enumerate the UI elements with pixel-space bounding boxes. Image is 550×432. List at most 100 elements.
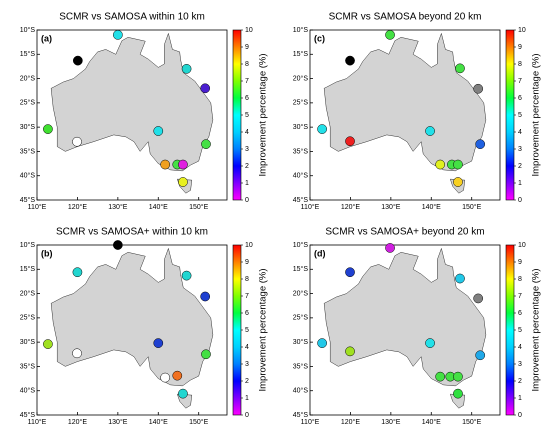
y-tick-label: 20°S: [293, 74, 309, 82]
panel-label: (d): [314, 248, 326, 258]
x-tick-label: 110°E: [301, 418, 320, 426]
station-point: [473, 83, 484, 94]
colorbar-tick-label: 6: [245, 310, 249, 317]
y-tick-label: 45°S: [293, 411, 309, 419]
y-tick-label: 35°S: [293, 147, 309, 155]
colorbar-tick-label: 3: [245, 146, 249, 153]
panel-label: (a): [41, 33, 52, 43]
y-tick-label: 40°S: [20, 387, 36, 395]
colorbar-tick-label: 0: [245, 197, 249, 204]
station-point: [113, 240, 123, 250]
station-point: [425, 338, 435, 348]
colorbar-tick-label: 7: [245, 78, 249, 85]
land: [50, 32, 214, 172]
colorbar-tick-label: 9: [245, 259, 249, 266]
colorbar-tick-label: 1: [245, 180, 249, 187]
y-tick-label: 25°S: [20, 314, 36, 322]
station-point: [425, 126, 435, 136]
station-point: [345, 346, 355, 357]
y-tick-label: 15°S: [20, 265, 36, 273]
station-point: [153, 126, 164, 136]
y-tick-label: 45°S: [293, 196, 309, 204]
station-point: [385, 243, 395, 253]
colorbar-tick-label: 1: [518, 180, 522, 187]
y-tick-label: 15°S: [293, 265, 309, 273]
x-tick-label: 150°E: [462, 418, 481, 426]
colorbar-tick-label: 10: [518, 242, 526, 249]
y-tick-label: 10°S: [20, 26, 36, 34]
colorbar-tick-label: 4: [245, 129, 249, 136]
colorbar-label: Improvement percentage (%): [258, 53, 269, 176]
x-tick-label: 140°E: [149, 418, 168, 426]
station-point: [178, 159, 188, 170]
y-tick-label: 40°S: [293, 172, 309, 180]
colorbar-tick-label: 10: [245, 27, 253, 34]
land: [50, 247, 214, 387]
station-point: [172, 370, 183, 381]
colorbar-tick-label: 8: [245, 61, 249, 68]
station-point: [453, 177, 463, 187]
y-tick-label: 10°S: [293, 241, 309, 249]
colorbar-tick-label: 4: [518, 344, 522, 351]
colorbar-tick-label: 5: [518, 112, 522, 119]
station-point: [72, 348, 82, 359]
colorbar-tick-label: 3: [518, 361, 522, 368]
x-tick-label: 130°E: [108, 203, 127, 211]
station-point: [113, 30, 123, 40]
y-tick-label: 45°S: [20, 196, 36, 204]
station-point: [317, 124, 327, 134]
colorbar-tick-label: 5: [518, 327, 522, 334]
x-tick-label: 150°E: [189, 203, 208, 211]
colorbar-tick-label: 4: [245, 344, 249, 351]
x-tick-label: 140°E: [422, 203, 441, 211]
colorbar-tick-label: 4: [518, 129, 522, 136]
y-tick-label: 45°S: [20, 411, 36, 419]
x-tick-label: 150°E: [189, 418, 208, 426]
colorbar-tick-label: 3: [245, 361, 249, 368]
colorbar-tick-label: 1: [518, 395, 522, 402]
colorbar-tick-label: 0: [518, 197, 522, 204]
y-tick-label: 35°S: [20, 362, 36, 370]
station-point: [473, 293, 484, 304]
colorbar-label: Improvement percentage (%): [258, 268, 269, 391]
y-tick-label: 40°S: [20, 172, 36, 180]
station-point: [181, 64, 192, 74]
x-tick-label: 110°E: [301, 203, 320, 211]
station-point: [72, 55, 83, 66]
y-tick-label: 25°S: [20, 99, 36, 107]
colorbar-tick-label: 1: [245, 395, 249, 402]
colorbar-tick-label: 2: [245, 163, 249, 170]
x-tick-label: 110°E: [28, 203, 47, 211]
colorbar-tick-label: 2: [518, 163, 522, 170]
station-point: [317, 338, 327, 348]
y-tick-label: 30°S: [20, 338, 36, 346]
y-tick-label: 40°S: [293, 387, 309, 395]
colorbar-tick-label: 7: [518, 293, 522, 300]
colorbar-tick-label: 6: [518, 310, 522, 317]
station-point: [453, 371, 463, 382]
x-tick-label: 130°E: [381, 418, 400, 426]
colorbar-tick-label: 10: [245, 242, 253, 249]
colorbar-tick-label: 7: [245, 293, 249, 300]
colorbar-tick-label: 5: [245, 327, 249, 334]
x-tick-label: 140°E: [149, 203, 168, 211]
y-tick-label: 30°S: [20, 123, 36, 131]
station-point: [181, 270, 192, 281]
colorbar: [505, 244, 515, 416]
y-tick-label: 10°S: [293, 26, 309, 34]
y-tick-label: 35°S: [293, 362, 309, 370]
colorbar-tick-label: 0: [245, 412, 249, 419]
colorbar-tick-label: 6: [245, 95, 249, 102]
station-point: [72, 136, 82, 147]
station-point: [201, 349, 211, 360]
panel-title: SCMR vs SAMOSA+ beyond 20 km: [325, 227, 484, 238]
station-point: [160, 159, 170, 170]
panel-label: (c): [314, 33, 325, 43]
panel-title: SCMR vs SAMOSA beyond 20 km: [329, 12, 482, 23]
station-point: [345, 267, 355, 278]
colorbar-tick-label: 0: [518, 412, 522, 419]
x-tick-label: 110°E: [28, 418, 47, 426]
x-tick-label: 120°E: [68, 203, 87, 211]
colorbar-tick-label: 9: [518, 44, 522, 51]
